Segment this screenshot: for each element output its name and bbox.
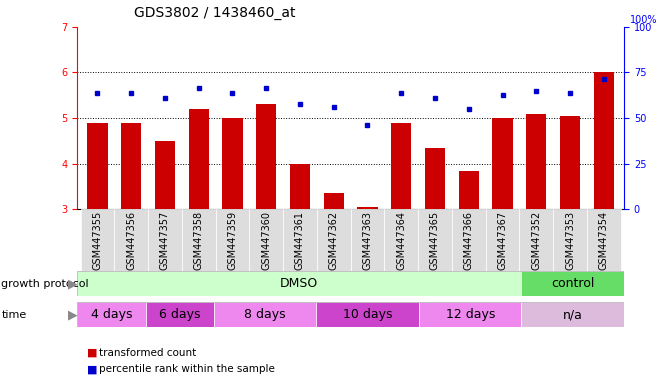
Bar: [594, 73, 614, 209]
Bar: [283, 209, 317, 271]
Bar: [155, 141, 175, 209]
Bar: [77, 271, 521, 296]
Text: 12 days: 12 days: [446, 308, 495, 321]
Text: GSM447367: GSM447367: [497, 211, 507, 270]
Bar: [250, 209, 283, 271]
Bar: [77, 302, 146, 327]
Bar: [452, 209, 486, 271]
Text: GSM447361: GSM447361: [295, 211, 305, 270]
Text: time: time: [1, 310, 27, 320]
Bar: [214, 302, 317, 327]
Bar: [182, 209, 215, 271]
Bar: [323, 193, 344, 209]
Bar: [519, 209, 553, 271]
Text: 6 days: 6 days: [159, 308, 201, 321]
Text: growth protocol: growth protocol: [1, 279, 89, 289]
Bar: [317, 209, 351, 271]
Bar: [486, 209, 519, 271]
Bar: [391, 122, 411, 209]
Bar: [358, 207, 378, 209]
Text: 10 days: 10 days: [343, 308, 393, 321]
Text: GSM447352: GSM447352: [531, 211, 541, 270]
Text: GSM447357: GSM447357: [160, 211, 170, 270]
Bar: [290, 164, 310, 209]
Bar: [521, 271, 624, 296]
Text: GSM447365: GSM447365: [430, 211, 440, 270]
Bar: [114, 209, 148, 271]
Text: GSM447362: GSM447362: [329, 211, 339, 270]
Bar: [148, 209, 182, 271]
Text: GDS3802 / 1438460_at: GDS3802 / 1438460_at: [134, 6, 296, 20]
Text: GSM447366: GSM447366: [464, 211, 474, 270]
Text: GSM447359: GSM447359: [227, 211, 238, 270]
Text: n/a: n/a: [563, 308, 582, 321]
Text: percentile rank within the sample: percentile rank within the sample: [99, 364, 275, 374]
Text: GSM447363: GSM447363: [362, 211, 372, 270]
Bar: [458, 170, 479, 209]
Bar: [493, 118, 513, 209]
Text: ■: ■: [87, 348, 98, 358]
Bar: [317, 302, 419, 327]
Bar: [553, 209, 587, 271]
Text: GSM447353: GSM447353: [565, 211, 575, 270]
Bar: [256, 104, 276, 209]
Bar: [419, 302, 521, 327]
Bar: [418, 209, 452, 271]
Bar: [521, 302, 624, 327]
Text: control: control: [551, 278, 595, 290]
Bar: [189, 109, 209, 209]
Text: GSM447356: GSM447356: [126, 211, 136, 270]
Text: 8 days: 8 days: [244, 308, 286, 321]
Text: 4 days: 4 days: [91, 308, 132, 321]
Bar: [215, 209, 250, 271]
Text: GSM447360: GSM447360: [261, 211, 271, 270]
Bar: [87, 122, 107, 209]
Text: ▶: ▶: [68, 308, 77, 321]
Text: DMSO: DMSO: [280, 278, 319, 290]
Text: ▶: ▶: [68, 278, 77, 290]
Bar: [121, 122, 142, 209]
Text: GSM447364: GSM447364: [397, 211, 406, 270]
Bar: [560, 116, 580, 209]
Text: 100%: 100%: [629, 15, 657, 25]
Bar: [384, 209, 418, 271]
Bar: [222, 118, 243, 209]
Text: transformed count: transformed count: [99, 348, 197, 358]
Text: GSM447358: GSM447358: [194, 211, 204, 270]
Bar: [425, 148, 445, 209]
Bar: [587, 209, 621, 271]
Bar: [351, 209, 384, 271]
Text: ■: ■: [87, 364, 98, 374]
Text: GSM447355: GSM447355: [93, 211, 103, 270]
Bar: [81, 209, 114, 271]
Text: GSM447354: GSM447354: [599, 211, 609, 270]
Bar: [526, 114, 546, 209]
Bar: [146, 302, 214, 327]
